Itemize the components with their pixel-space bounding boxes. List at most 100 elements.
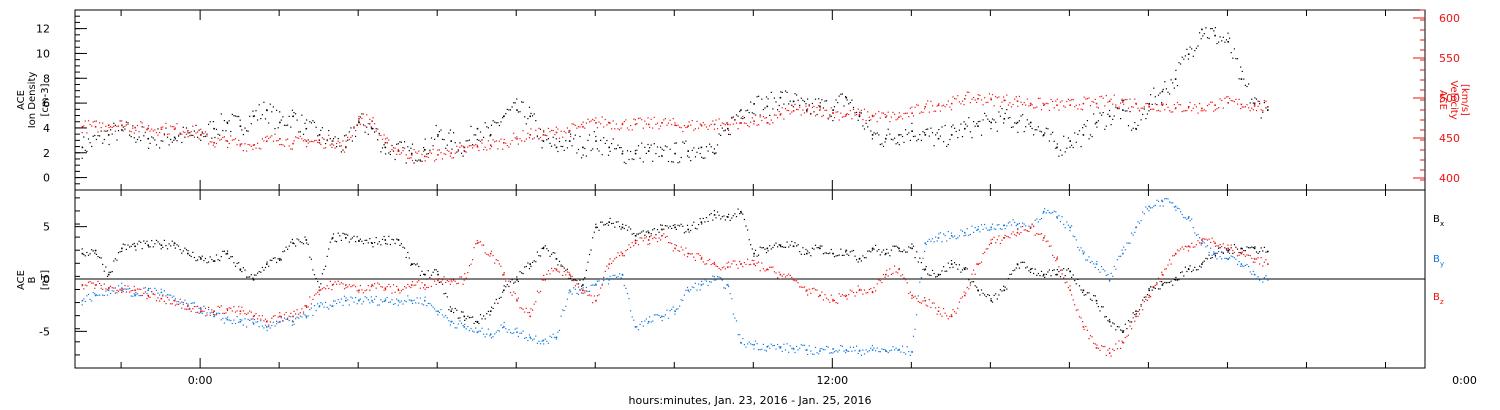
top-series-black-point (964, 127, 966, 130)
top-series-black-point (1183, 58, 1185, 60)
bottom-series-Bx-point (122, 243, 124, 245)
top-series-red-point (266, 135, 268, 137)
bottom-series-By-point (192, 302, 194, 304)
bottom-series-By-point (906, 346, 908, 348)
top-series-red-point (993, 105, 995, 107)
top-series-black-point (614, 148, 616, 150)
top-series-black-point (426, 153, 428, 155)
bottom-series-By-point (856, 345, 858, 347)
bottom-series-By-point (878, 351, 880, 353)
top-series-black-point (462, 155, 464, 157)
top-series-black-point (1221, 40, 1223, 42)
top-series-red-point (1093, 101, 1095, 103)
bottom-series-Bz-point (1236, 255, 1239, 257)
top-series-red-point (1004, 99, 1006, 101)
top-series-red-point (408, 157, 410, 159)
top-series-black-point (312, 120, 314, 122)
bottom-series-By-point (190, 302, 192, 304)
bottom-series-Bz-point (1123, 342, 1125, 344)
bottom-series-By-point (840, 345, 842, 347)
bottom-series-Bz-point (1267, 263, 1269, 265)
top-series-red-point (1137, 107, 1139, 109)
bottom-series-By-point (729, 293, 731, 295)
bottom-series-Bx-point (236, 262, 238, 264)
bottom-series-Bz-point (961, 296, 964, 298)
bottom-series-Bx-point (1099, 310, 1101, 312)
bottom-series-By-point (285, 318, 287, 320)
bottom-series-Bx-point (845, 251, 847, 253)
bottom-series-Bz-point (227, 309, 229, 312)
top-series-red-point (143, 126, 145, 128)
bottom-series-Bx-point (427, 270, 429, 272)
bottom-series-Bx-point (386, 243, 388, 245)
bottom-series-Bx-point (765, 252, 768, 254)
bottom-series-By-point (1047, 209, 1049, 211)
bottom-series-Bz-point (634, 240, 636, 242)
bottom-series-By-point (777, 343, 779, 346)
top-series-red-point (750, 121, 752, 123)
bottom-series-Bx-point (121, 250, 123, 252)
bottom-series-By-point (699, 289, 701, 291)
bottom-series-By-point (574, 288, 576, 290)
bottom-series-Bx-point (1116, 326, 1118, 328)
bottom-series-Bz-point (465, 277, 467, 279)
bottom-series-Bz-point (179, 298, 181, 300)
top-series-black-point (570, 133, 572, 135)
bottom-series-Bz-point (669, 242, 671, 244)
top-series-red-point (884, 113, 886, 116)
bottom-series-Bx-point (1218, 247, 1220, 249)
bottom-series-Bz-point (639, 237, 641, 239)
bottom-series-Bz-point (113, 287, 115, 289)
bottom-series-Bx-point (81, 252, 84, 255)
top-series-red-point (305, 140, 308, 142)
bottom-series-Bx-point (664, 225, 666, 227)
bottom-series-Bx-point (525, 265, 527, 268)
bottom-series-Bx-point (1048, 269, 1050, 271)
bottom-series-Bx-point (377, 243, 379, 245)
bottom-series-By-point (1108, 280, 1111, 282)
bottom-series-By-point (598, 280, 600, 282)
top-series-red-point (1043, 104, 1045, 106)
top-series-black-point (465, 140, 467, 142)
top-series-red-point (410, 154, 413, 156)
top-series-black-point (634, 150, 636, 152)
top-series-black-point (212, 121, 214, 123)
bottom-series-Bx-point (280, 259, 282, 261)
bottom-series-Bz-point (295, 313, 297, 315)
top-series-red-point (1120, 102, 1122, 104)
bottom-series-By-point (1006, 225, 1008, 227)
bottom-series-Bx-point (827, 253, 829, 255)
bottom-series-By-point (340, 298, 342, 300)
top-series-red-point (961, 100, 964, 102)
top-series-red-point (234, 138, 237, 140)
top-series-red-point (1113, 94, 1115, 96)
top-series-red-point (623, 121, 625, 123)
bottom-series-Bz-point (1180, 248, 1182, 250)
bottom-series-By-point (1211, 254, 1213, 256)
top-series-red-point (162, 126, 164, 128)
bottom-series-By-point (516, 331, 518, 333)
top-series-red-point (380, 134, 382, 137)
top-series-black-point (323, 138, 325, 140)
bottom-series-Bz-point (780, 278, 782, 280)
bottom-series-By-point (985, 227, 987, 229)
top-series-black-point (846, 99, 848, 101)
bottom-series-Bz-point (385, 289, 387, 291)
bottom-series-Bx-point (460, 311, 463, 313)
top-series-red-point (663, 119, 665, 121)
bottom-series-By-point (849, 346, 851, 348)
bottom-series-Bz-point (778, 271, 780, 273)
bottom-series-Bx-point (1102, 306, 1104, 308)
bottom-series-Bx-point (282, 251, 284, 253)
top-series-black-point (611, 143, 613, 145)
bottom-series-Bx-point (435, 269, 437, 271)
top-series-red-point (925, 103, 927, 105)
top-series-black-point (780, 91, 782, 93)
top-series-red-point (863, 108, 866, 110)
bottom-series-By-point (650, 321, 652, 323)
bottom-series-By-point (740, 342, 742, 344)
bottom-series-Bz-point (522, 308, 524, 310)
top-series-red-point (984, 97, 986, 99)
bottom-series-By-point (484, 336, 486, 338)
bottom-series-By-point (399, 301, 401, 304)
